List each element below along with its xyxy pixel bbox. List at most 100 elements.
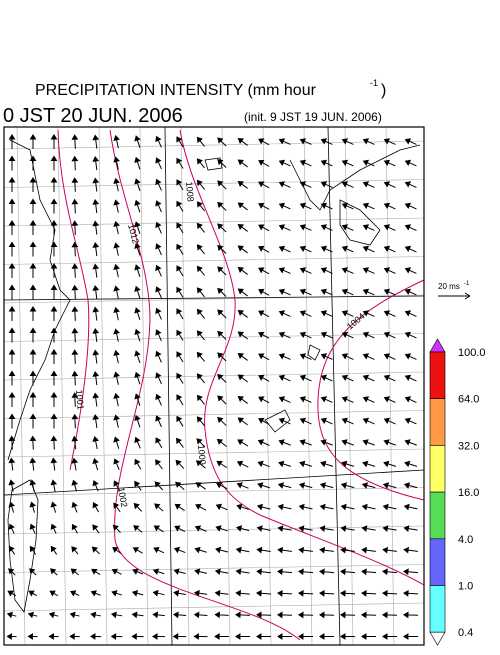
wind-arrow [237, 396, 248, 404]
wind-arrow [404, 374, 417, 382]
wind-arrow [298, 589, 314, 597]
wind-arrow [90, 611, 101, 619]
wind-arrow [404, 417, 417, 425]
wind-arrow [237, 159, 248, 168]
wind-arrow [152, 611, 165, 619]
wind-arrow [320, 310, 333, 317]
wind-arrow [341, 310, 354, 317]
wind-arrow [256, 568, 271, 576]
grid-line [3, 525, 425, 535]
wind-arrow [299, 138, 312, 145]
wind-arrow [174, 503, 185, 512]
wind-arrow [383, 417, 396, 425]
wind-arrow [277, 482, 292, 489]
wind-arrow [174, 525, 186, 533]
wind-arrow [92, 134, 100, 149]
wind-arrow [341, 245, 354, 253]
wind-arrow [382, 611, 398, 619]
wind-arrow [196, 179, 205, 190]
wind-arrow [131, 611, 144, 619]
wind-arrow [176, 329, 184, 341]
wind-arrow [341, 417, 354, 425]
wind-arrow [258, 396, 270, 404]
wind-arrow [403, 482, 418, 489]
wind-arrow [50, 435, 58, 450]
wind-arrow [341, 439, 354, 446]
isobars [57, 129, 425, 641]
wind-arrow [299, 288, 312, 296]
wind-arrow [403, 503, 418, 511]
wind-arrow [217, 266, 227, 276]
grid-line [3, 371, 425, 381]
wind-arrow [92, 177, 100, 192]
wind-arrow [403, 568, 419, 576]
wind-arrow [113, 502, 121, 513]
wind-arrow [133, 525, 143, 533]
wind-arrow [176, 394, 184, 406]
wind-arrow [113, 414, 120, 428]
wind-arrow [50, 327, 58, 343]
wind-arrow [49, 590, 59, 597]
wind-arrow [404, 267, 417, 274]
wind-arrow [134, 264, 141, 277]
wind-arrow [404, 331, 417, 339]
wind-arrow [258, 138, 270, 146]
colorbar: 100.0 64.0 32.0 16.0 4.0 1.0 0.4 [429, 338, 486, 646]
wind-arrow [237, 224, 248, 232]
wind-arrow [172, 611, 187, 619]
wind-arrow [298, 546, 313, 554]
wind-arrow [8, 370, 16, 386]
grid-line [3, 217, 425, 227]
wind-arrow [258, 224, 270, 232]
wind-arrow [70, 590, 80, 597]
wind-arrow [319, 633, 335, 640]
wind-arrow [69, 611, 80, 619]
wind-arrow [131, 589, 144, 597]
wind-arrow [298, 633, 314, 640]
wind-arrow [29, 479, 37, 492]
wind-arrow [8, 134, 16, 150]
wind-arrow [361, 589, 377, 597]
wind-arrow [29, 457, 37, 471]
wind-arrow [362, 288, 375, 296]
wind-arrow [277, 525, 292, 532]
wind-arrow [134, 199, 141, 213]
wind-arrow [71, 306, 79, 321]
wind-arrow [196, 351, 205, 362]
wind-arrow [404, 181, 417, 188]
wind-arrow [319, 546, 334, 554]
wind-arrow [236, 525, 250, 532]
wind-arrow [29, 220, 37, 236]
wind-arrow [404, 288, 417, 296]
wind-arrow [383, 310, 396, 317]
wind-arrow [341, 396, 354, 403]
wind-arrow [71, 523, 78, 534]
wind-arrow [362, 439, 375, 446]
wind-arrow [256, 503, 271, 511]
wind-arrow [92, 349, 100, 364]
wind-arrow [132, 547, 143, 554]
wind-arrow [113, 371, 120, 385]
wind-arrow [92, 242, 100, 257]
wind-arrow [113, 199, 120, 213]
wind-arrow [215, 503, 228, 511]
wind-arrow [341, 202, 354, 210]
wind-arrow [320, 396, 333, 403]
wind-arrow [71, 263, 79, 278]
wind-arrow [155, 350, 162, 363]
wind-arrow [383, 374, 396, 382]
wind-arrow [320, 353, 333, 360]
wind-arrow [404, 353, 417, 360]
wind-arrow [341, 181, 354, 188]
wind-arrow [383, 288, 396, 296]
wind-arrow [71, 327, 79, 343]
wind-arrow [50, 241, 58, 257]
wind-arrow [217, 309, 227, 319]
wind-arrow [113, 458, 120, 470]
wind-arrow [29, 284, 37, 300]
wind-arrow [113, 349, 120, 364]
wind-arrow [155, 157, 162, 170]
wind-arrow [340, 589, 356, 597]
wind-arrow [277, 503, 292, 511]
wind-arrow [8, 413, 16, 429]
